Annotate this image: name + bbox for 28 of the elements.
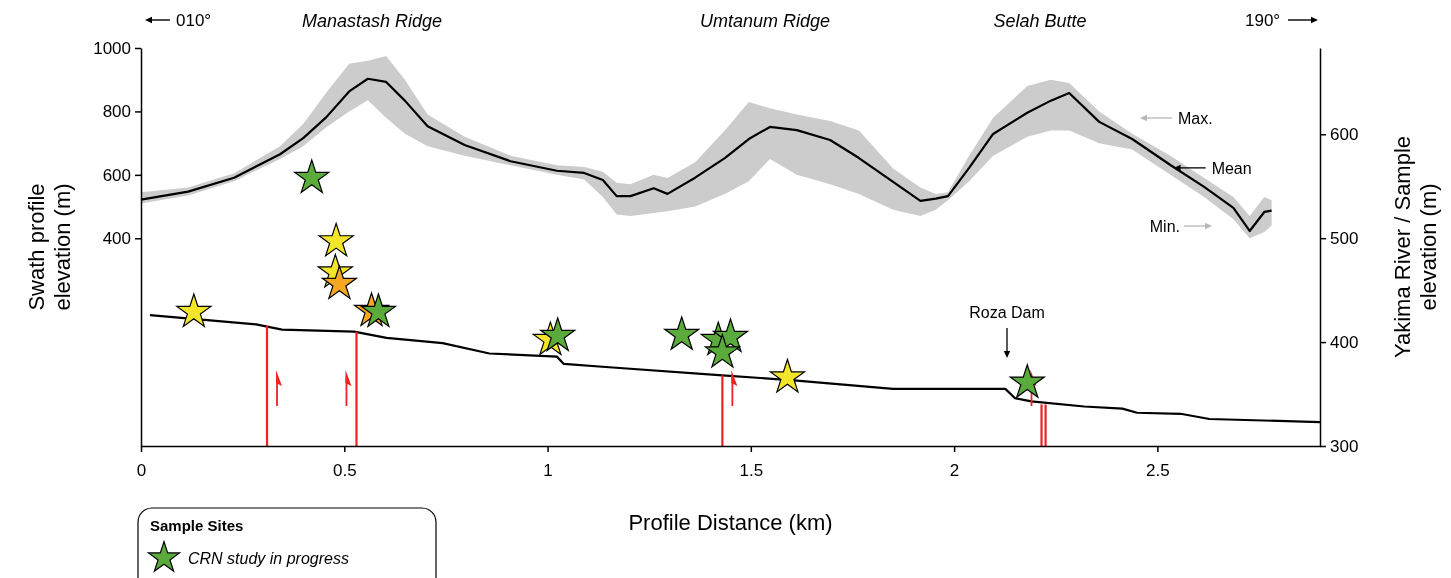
y2-tick-label: 500 [1330, 229, 1359, 249]
x-tick-label: 0 [136, 461, 147, 481]
x-tick-label: 2.5 [1146, 461, 1170, 481]
x-tick-label: 1.5 [739, 461, 764, 481]
x-axis-title: Profile Distance (km) [628, 510, 833, 535]
legend-label: CRN study in progress [188, 550, 349, 567]
y2-axis-title: Yakima River / Sample elevation (m) [1390, 135, 1441, 359]
text: Manastash Ridge [301, 11, 443, 31]
text: 190° [1245, 11, 1281, 30]
y2-tick-label: 600 [1330, 125, 1359, 145]
y2-tick-label: 300 [1330, 436, 1359, 456]
annotation: Mean [1211, 159, 1252, 177]
legend-title: Sample Sites [150, 517, 244, 534]
annotation: Max. [1178, 110, 1213, 127]
text: Selah Butte [993, 11, 1087, 31]
y-tick-label: 800 [102, 102, 131, 122]
text: Umtanum Ridge [699, 11, 831, 31]
y-tick-label: 600 [102, 165, 131, 185]
text: 010° [176, 11, 212, 30]
y-tick-label: 1000 [93, 38, 131, 58]
x-tick-label: 0.5 [332, 461, 357, 481]
annotation: Roza Dam [969, 304, 1045, 321]
y2-tick-label: 400 [1330, 333, 1359, 353]
x-tick-label: 2 [949, 461, 960, 481]
y-axis-title: Swath profile elevation (m) [24, 183, 75, 311]
x-tick-label: 1 [543, 461, 553, 481]
annotation: Min. [1149, 218, 1180, 235]
y-tick-label: 400 [102, 229, 131, 249]
